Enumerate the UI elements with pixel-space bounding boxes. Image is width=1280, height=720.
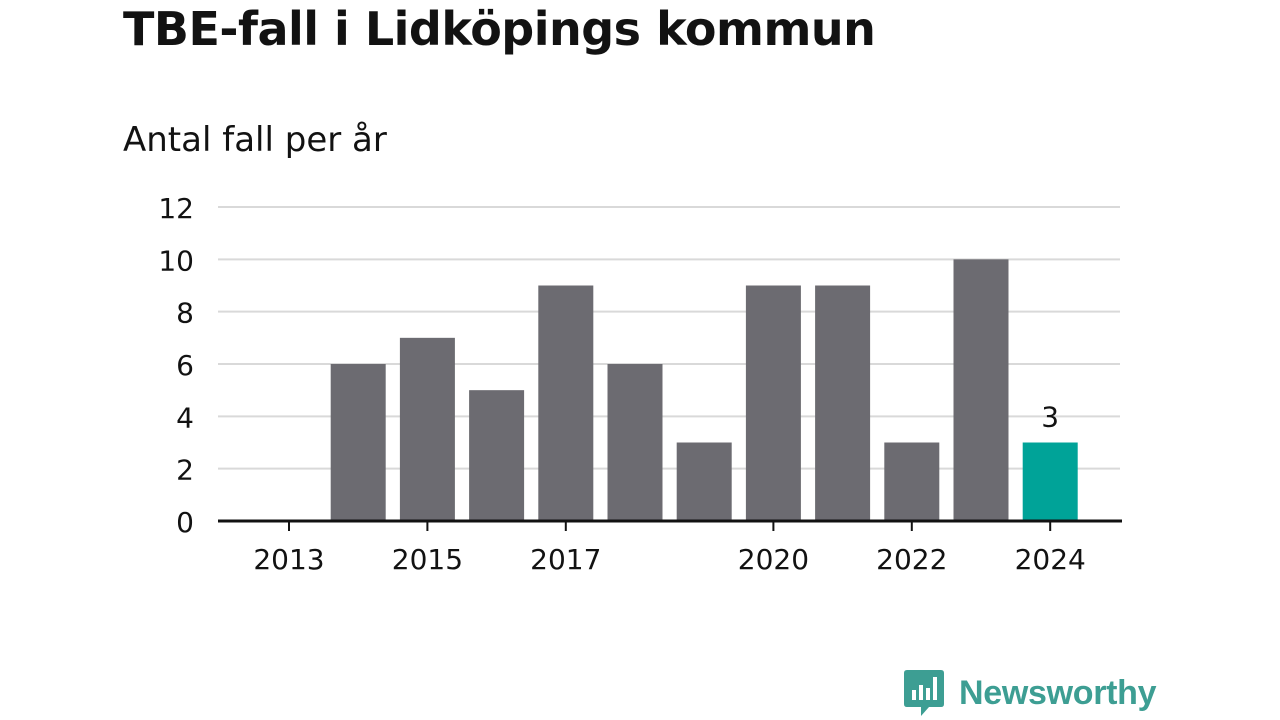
x-tick-label: 2020 [738, 543, 809, 576]
bar-chart-speech-bubble-icon [904, 670, 944, 716]
bar-2020 [745, 285, 801, 521]
x-tick-label: 2017 [530, 543, 601, 576]
y-tick-label: 10 [158, 244, 194, 277]
chart-title: TBE-fall i Lidköpings kommun [123, 2, 876, 56]
bar-2016 [469, 390, 525, 521]
x-axis-ticks: 2013 2015 2017 2020 2022 2024 [253, 521, 1086, 576]
y-tick-label: 6 [176, 349, 194, 382]
data-label-2024: 3 [1041, 401, 1059, 434]
y-tick-label: 2 [176, 454, 194, 487]
bar-2021 [815, 285, 871, 521]
y-axis-ticks: 0 2 4 6 8 10 12 [158, 192, 194, 539]
data-labels: 3 [1041, 401, 1059, 434]
chart-subtitle: Antal fall per år [123, 120, 387, 160]
bar-2014 [330, 364, 386, 521]
x-tick-label: 2022 [876, 543, 947, 576]
y-tick-label: 4 [176, 401, 194, 434]
bar-2015 [399, 337, 455, 521]
x-tick-label: 2015 [392, 543, 463, 576]
bar-2023 [953, 259, 1009, 521]
bar-2022 [884, 442, 940, 521]
newsworthy-brand: Newsworthy [903, 668, 1157, 718]
y-tick-label: 0 [176, 506, 194, 539]
bar-2018 [607, 364, 663, 521]
x-tick-label: 2024 [1015, 543, 1086, 576]
y-tick-label: 12 [158, 192, 194, 225]
bar-2017 [538, 285, 594, 521]
bar-2019 [676, 442, 732, 521]
bars [330, 259, 1078, 521]
x-tick-label: 2013 [253, 543, 324, 576]
brand-name: Newsworthy [959, 673, 1157, 712]
y-tick-label: 8 [176, 297, 194, 330]
bar-2024 [1022, 442, 1078, 521]
